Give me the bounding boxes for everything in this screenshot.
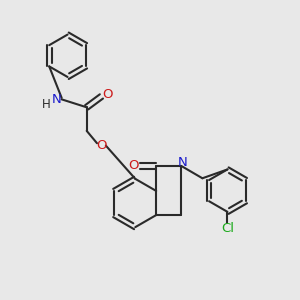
Text: N: N [178, 156, 188, 169]
Text: Cl: Cl [221, 222, 234, 236]
Text: O: O [103, 88, 113, 101]
Text: H: H [42, 98, 51, 111]
Text: O: O [96, 139, 107, 152]
Text: N: N [52, 93, 61, 106]
Text: O: O [128, 159, 139, 172]
